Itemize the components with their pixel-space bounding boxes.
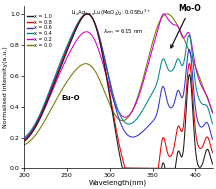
Text: Li$_x$Ag$_{1-x}$Lu(MoO$_4$)$_2$: 0.05Eu$^{3+}$: Li$_x$Ag$_{1-x}$Lu(MoO$_4$)$_2$: 0.05Eu$…	[71, 8, 151, 18]
Legend: x = 1.0, x = 0.8, x = 0.6, x = 0.4, x = 0.2, x = 0.0: x = 1.0, x = 0.8, x = 0.6, x = 0.4, x = …	[26, 13, 52, 48]
Text: Mo-O: Mo-O	[171, 4, 201, 48]
Y-axis label: Normalised intensity(a.u.): Normalised intensity(a.u.)	[3, 46, 8, 128]
X-axis label: Wavelength(nm): Wavelength(nm)	[89, 179, 147, 186]
Text: $\lambda_{em}$ = 615 nm: $\lambda_{em}$ = 615 nm	[103, 27, 144, 36]
Text: Eu-O: Eu-O	[62, 95, 80, 101]
